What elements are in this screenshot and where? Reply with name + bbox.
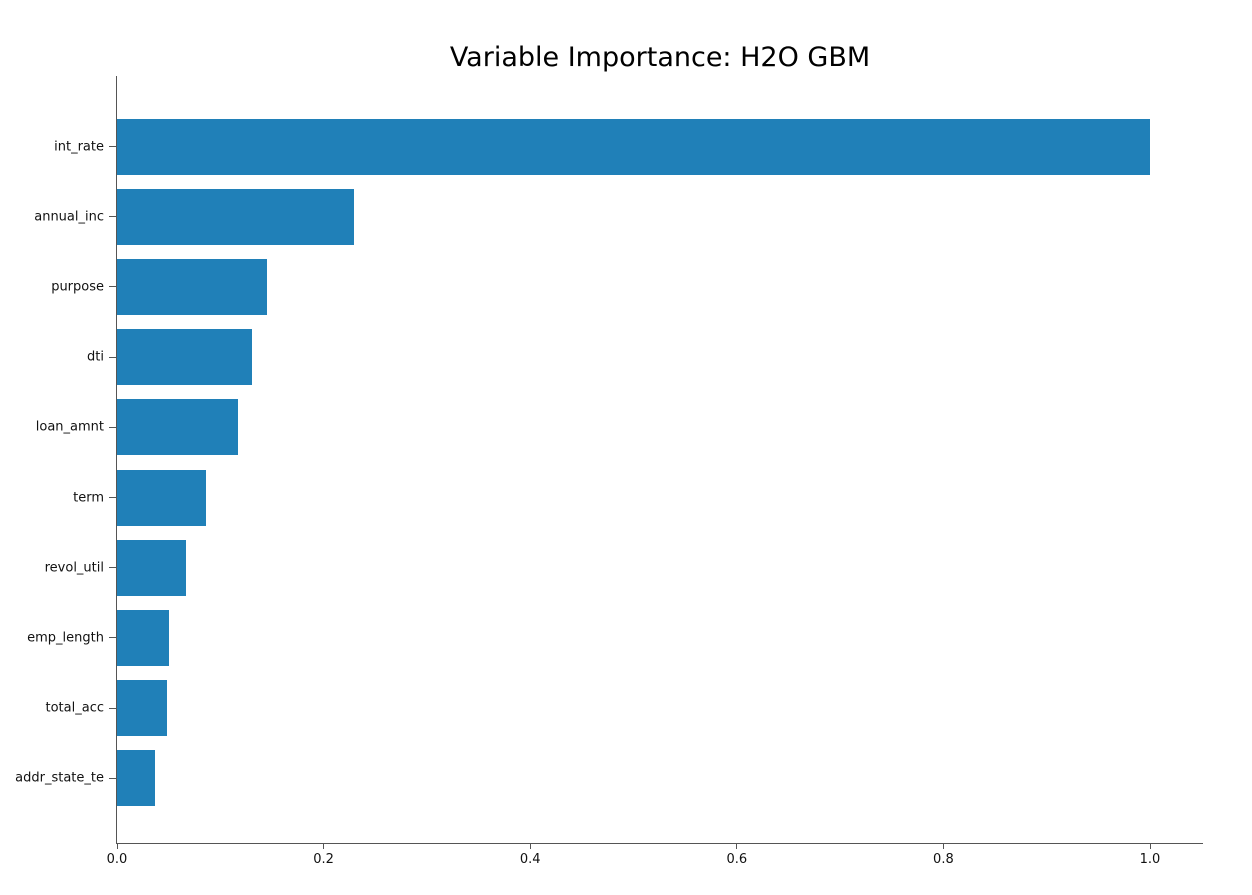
y-tick-label-addr_state_te: addr_state_te xyxy=(15,770,104,786)
y-tick-label-total_acc: total_acc xyxy=(45,700,105,716)
y-tick-label-revol_util: revol_util xyxy=(44,560,104,576)
y-tick-label-int_rate: int_rate xyxy=(54,139,104,154)
bar-loan_amnt xyxy=(117,399,238,456)
x-tick-mark xyxy=(529,844,531,849)
y-tick-label-term: term xyxy=(73,490,104,505)
bar-dti xyxy=(117,329,252,386)
bar-addr_state_te xyxy=(117,750,155,807)
y-tick-label-annual_inc: annual_inc xyxy=(34,209,104,225)
y-tick-mark xyxy=(109,356,116,358)
x-tick-mark xyxy=(736,844,738,849)
y-tick-mark xyxy=(109,146,116,147)
x-tick-label-0.2: 0.2 xyxy=(313,852,334,867)
bar-total_acc xyxy=(117,680,167,737)
y-tick-mark xyxy=(109,637,116,639)
x-tick-mark xyxy=(1149,844,1151,849)
bar-revol_util xyxy=(117,539,186,596)
x-tick-label-0.0: 0.0 xyxy=(106,852,128,867)
chart-title: Variable Importance: H2O GBM xyxy=(449,42,871,73)
x-tick-mark xyxy=(942,844,944,849)
y-tick-label-loan_amnt: loan_amnt xyxy=(35,419,104,435)
x-tick-label-0.4: 0.4 xyxy=(519,852,541,867)
y-tick-label-purpose: purpose xyxy=(51,279,104,295)
y-tick-label-emp_length: emp_length xyxy=(27,630,104,646)
x-tick-label-0.6: 0.6 xyxy=(726,852,748,867)
y-tick-mark xyxy=(109,216,116,218)
y-tick-mark xyxy=(109,286,116,288)
bar-annual_inc xyxy=(117,188,354,245)
x-axis-spine xyxy=(116,843,1203,844)
y-tick-mark xyxy=(109,426,116,428)
y-tick-mark xyxy=(109,777,116,779)
bar-int_rate xyxy=(117,118,1150,175)
y-tick-mark xyxy=(109,497,116,498)
x-tick-mark xyxy=(323,844,325,849)
x-tick-label-1.0: 1.0 xyxy=(1139,852,1161,867)
bar-purpose xyxy=(117,258,267,315)
bar-term xyxy=(117,469,206,526)
y-tick-mark xyxy=(109,567,116,569)
y-tick-mark xyxy=(109,707,116,709)
x-tick-mark xyxy=(116,844,118,849)
y-tick-label-dti: dti xyxy=(87,349,104,365)
y-axis-spine xyxy=(116,76,117,844)
bar-emp_length xyxy=(117,609,169,666)
x-tick-label-0.8: 0.8 xyxy=(933,852,954,867)
